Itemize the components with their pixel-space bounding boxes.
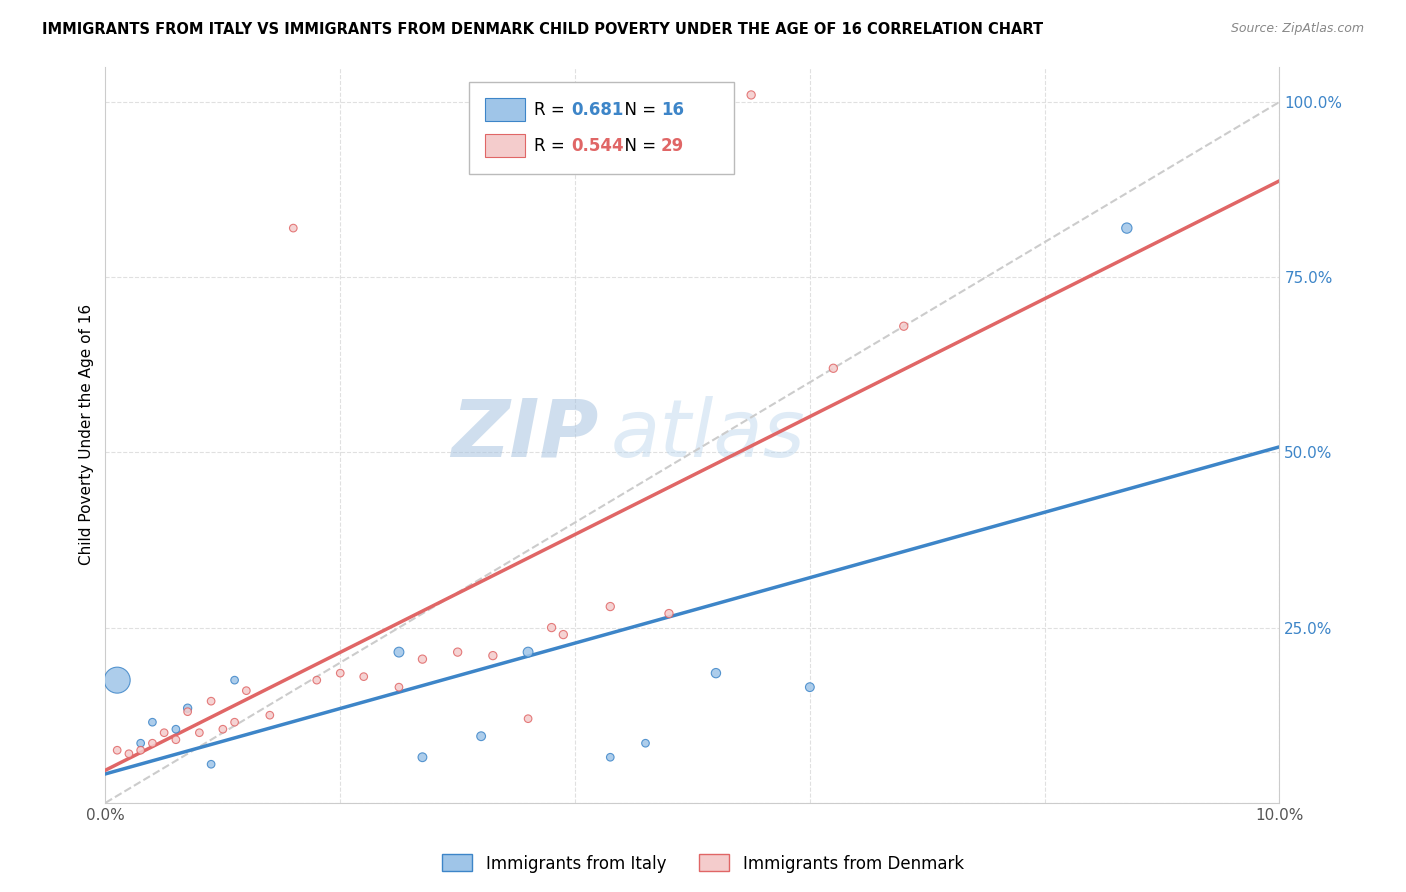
Point	[658, 607, 681, 621]
Y-axis label: Child Poverty Under the Age of 16: Child Poverty Under the Age of 16	[79, 304, 94, 566]
Point	[188, 725, 211, 739]
Point	[517, 645, 540, 659]
Point	[540, 621, 562, 635]
Text: 29: 29	[661, 136, 683, 154]
Point	[200, 694, 222, 708]
Point	[200, 757, 222, 772]
Point	[482, 648, 505, 663]
Point	[599, 599, 621, 614]
Point	[118, 747, 141, 761]
Point	[388, 680, 411, 694]
Point	[388, 645, 411, 659]
Point	[329, 666, 352, 681]
Point	[634, 736, 657, 750]
Text: atlas: atlas	[610, 396, 806, 474]
Point	[235, 683, 257, 698]
Text: N =: N =	[614, 136, 661, 154]
Point	[553, 627, 575, 641]
Point	[105, 673, 128, 688]
Point	[224, 715, 246, 730]
Text: 0.544: 0.544	[571, 136, 624, 154]
Point	[141, 736, 163, 750]
Text: R =: R =	[534, 101, 569, 119]
Text: ZIP: ZIP	[451, 396, 599, 474]
Point	[165, 732, 187, 747]
FancyBboxPatch shape	[470, 81, 734, 174]
Point	[129, 743, 152, 757]
Point	[893, 319, 915, 334]
Point	[353, 670, 375, 684]
Text: 0.681: 0.681	[571, 101, 624, 119]
Point	[411, 652, 433, 666]
Point	[165, 723, 187, 737]
Point	[105, 743, 128, 757]
Point	[176, 705, 198, 719]
Point	[823, 361, 845, 376]
Point	[517, 712, 540, 726]
FancyBboxPatch shape	[485, 98, 524, 121]
Point	[283, 221, 305, 235]
Legend: Immigrants from Italy, Immigrants from Denmark: Immigrants from Italy, Immigrants from D…	[436, 847, 970, 880]
Text: N =: N =	[614, 101, 661, 119]
Point	[259, 708, 281, 723]
Point	[740, 87, 762, 102]
FancyBboxPatch shape	[485, 134, 524, 157]
Point	[799, 680, 821, 694]
Text: 16: 16	[661, 101, 683, 119]
Point	[411, 750, 433, 764]
Point	[224, 673, 246, 688]
Point	[176, 701, 198, 715]
Point	[1115, 221, 1137, 235]
Point	[599, 750, 621, 764]
Point	[305, 673, 328, 688]
Text: IMMIGRANTS FROM ITALY VS IMMIGRANTS FROM DENMARK CHILD POVERTY UNDER THE AGE OF : IMMIGRANTS FROM ITALY VS IMMIGRANTS FROM…	[42, 22, 1043, 37]
Point	[211, 723, 233, 737]
Text: Source: ZipAtlas.com: Source: ZipAtlas.com	[1230, 22, 1364, 36]
Point	[704, 666, 727, 681]
Point	[470, 729, 492, 743]
Point	[141, 715, 163, 730]
Point	[153, 725, 176, 739]
Point	[447, 645, 470, 659]
Point	[129, 736, 152, 750]
Text: R =: R =	[534, 136, 569, 154]
